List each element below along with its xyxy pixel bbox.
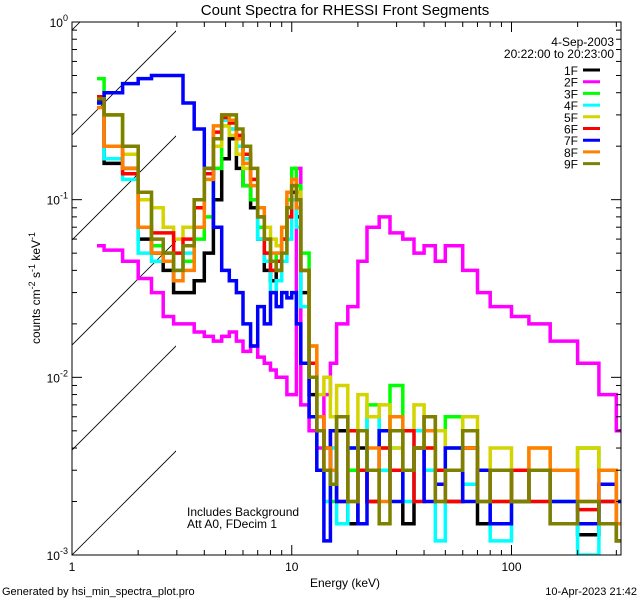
x-tick-label: 10 — [285, 560, 299, 574]
hatch-line — [597, 22, 640, 555]
y-axis-label-part: counts cm — [29, 289, 43, 344]
legend-label-8F: 8F — [564, 146, 578, 160]
y-axis-label-part: -1 — [27, 264, 37, 272]
y-tick-label: 10-2 — [47, 368, 68, 385]
chart-title: Count Spectra for RHESSI Front Segments — [201, 2, 489, 19]
x-axis-label: Energy (keV) — [310, 576, 380, 590]
hatch-line — [72, 30, 176, 136]
hatch-line — [72, 240, 176, 346]
legend-label-2F: 2F — [564, 76, 578, 90]
hatched-region — [72, 22, 640, 555]
y-tick-label: 10-3 — [47, 546, 68, 563]
legend-label-7F: 7F — [564, 134, 578, 148]
series-group — [97, 73, 621, 555]
hatch-line — [72, 135, 176, 241]
legend-label-1F: 1F — [564, 64, 578, 78]
series-line-2F — [97, 166, 621, 450]
y-axis-label-part: s — [29, 272, 43, 281]
hatch-line — [72, 22, 81, 31]
y-tick-label: 10-1 — [47, 191, 68, 208]
y-tick-label: 100 — [50, 13, 68, 30]
series-line-9F — [97, 96, 621, 543]
legend-time-range: 20:22:00 to 20:23:00 — [504, 47, 614, 61]
legend-date: 4-Sep-2003 — [551, 35, 614, 49]
plot-frame — [71, 21, 622, 556]
legend-label-9F: 9F — [564, 158, 578, 172]
y-axis-label: counts cm-2 s-1 keV-1 — [27, 232, 43, 344]
axes: 1 10 100 100 10-1 10-2 10-3 — [47, 13, 622, 574]
y-axis-label-part: -1 — [27, 232, 37, 240]
legend-label-5F: 5F — [564, 111, 578, 125]
footer-generated-by: Generated by hsi_min_spectra_plot.pro — [2, 586, 195, 598]
legend-label-6F: 6F — [564, 123, 578, 137]
x-tick-label: 1 — [69, 560, 76, 574]
legend-label-4F: 4F — [564, 99, 578, 113]
y-axis-label-part: keV — [29, 240, 43, 264]
footer-timestamp: 10-Apr-2023 21:42 — [545, 586, 637, 598]
x-tick-label: 100 — [501, 560, 521, 574]
annotation-attenuator: Att A0, FDecim 1 — [187, 517, 277, 531]
annotation-background: Includes Background — [187, 505, 299, 519]
hatch-line — [72, 450, 176, 555]
y-axis-label-part: -2 — [27, 281, 37, 289]
legend-label-3F: 3F — [564, 87, 578, 101]
